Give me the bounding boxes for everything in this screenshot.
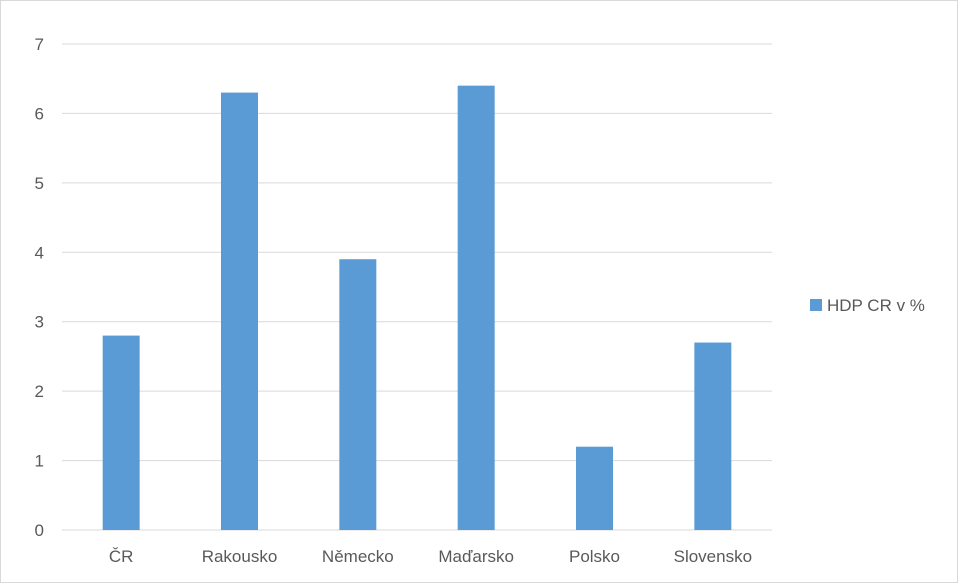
x-tick-label: Slovensko <box>674 547 752 566</box>
x-tick-label: Polsko <box>569 547 620 566</box>
x-tick-label: ČR <box>109 547 134 566</box>
y-tick-label: 6 <box>35 104 44 123</box>
x-tick-label: Německo <box>322 547 394 566</box>
y-tick-label: 3 <box>35 313 44 332</box>
bar <box>221 92 258 530</box>
x-tick-label: Rakousko <box>202 547 278 566</box>
y-tick-label: 7 <box>35 35 44 54</box>
bar <box>694 342 732 530</box>
y-tick-label: 5 <box>35 174 44 193</box>
y-axis-tick-labels: 0 1 2 3 4 5 6 7 <box>35 35 44 540</box>
bar <box>576 446 613 530</box>
legend: HDP CR v % <box>810 296 925 315</box>
bar <box>102 335 140 530</box>
x-axis-tick-labels: ČR Rakousko Německo Maďarsko Polsko Slovensko <box>109 547 752 566</box>
legend-label: HDP CR v % <box>827 296 925 315</box>
legend-swatch <box>810 299 822 311</box>
y-tick-label: 0 <box>35 521 44 540</box>
y-tick-label: 1 <box>35 452 44 471</box>
bar <box>339 259 377 530</box>
y-tick-label: 2 <box>35 382 44 401</box>
y-tick-label: 4 <box>35 243 44 262</box>
bars <box>102 85 732 531</box>
x-tick-label: Maďarsko <box>438 547 514 566</box>
bar <box>457 85 495 531</box>
gridlines <box>62 43 772 531</box>
